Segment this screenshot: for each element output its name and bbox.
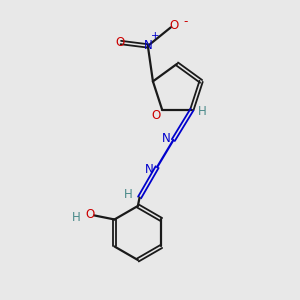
Text: H: H [124,188,133,201]
Text: H: H [72,211,80,224]
Text: H: H [198,105,206,118]
Text: N: N [143,39,152,52]
Text: N: N [161,132,170,145]
Text: O: O [152,109,161,122]
Text: +: + [151,32,160,41]
Text: O: O [116,36,125,49]
Text: O: O [169,19,178,32]
Text: -: - [184,15,188,28]
Text: O: O [85,208,95,221]
Text: N: N [145,163,154,176]
